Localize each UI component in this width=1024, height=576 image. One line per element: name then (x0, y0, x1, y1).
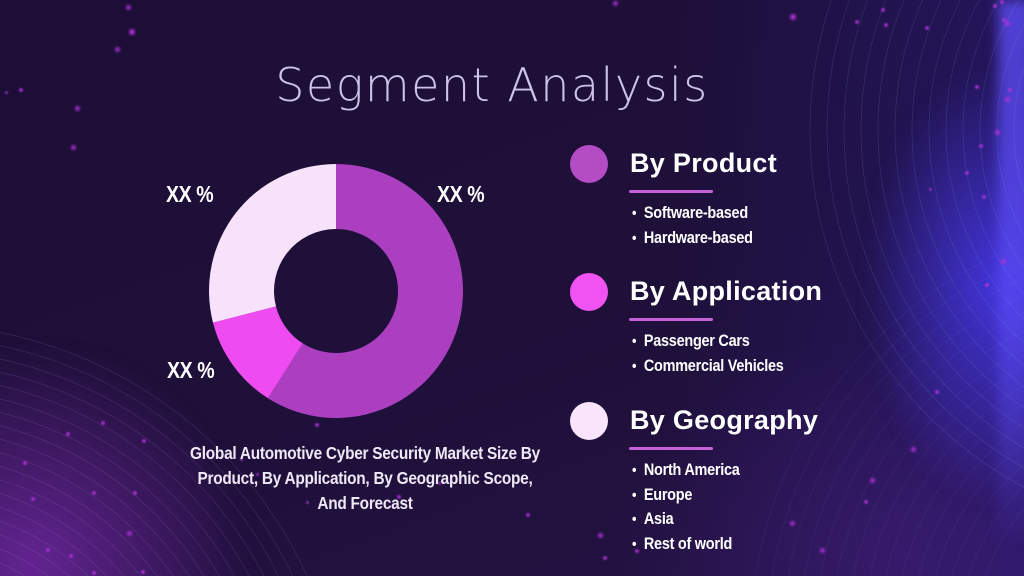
page-title: Segment Analysis (275, 58, 709, 112)
legend-dot-geography (570, 402, 608, 440)
caption-line: And Forecast (317, 493, 413, 513)
particle-dot (993, 4, 997, 8)
particle-dot (1000, 258, 1006, 264)
donut-segment-by-geography (209, 164, 336, 323)
particle-dot (142, 439, 146, 443)
particle-dot (994, 129, 1000, 135)
particle-dot (125, 4, 131, 10)
particle-dot (126, 530, 132, 536)
particle-dot (855, 20, 859, 24)
particle-dot (133, 491, 137, 495)
particle-dot (1002, 18, 1006, 22)
legend-dot-product (570, 145, 608, 183)
particle-dot (92, 491, 96, 495)
particle-dot (925, 26, 929, 30)
segment-label-application: XX % (167, 357, 215, 383)
legend-items-geography: North AmericaEuropeAsiaRest of world (632, 458, 759, 556)
particle-dot (31, 497, 35, 501)
particle-dot (66, 432, 70, 436)
particle-dot (819, 547, 825, 553)
particle-dot (881, 8, 885, 12)
particle-dot (70, 144, 76, 150)
particle-dot (114, 46, 120, 52)
donut-segment-by-product (267, 164, 463, 418)
legend-item: Software-based (632, 201, 753, 226)
particle-dot (603, 556, 607, 560)
segment-label-geography: XX % (166, 181, 214, 207)
legend-dot-application (570, 273, 608, 311)
caption-line: Global Automotive Cyber Security Market … (190, 443, 540, 463)
particle-dot (1004, 20, 1010, 26)
caption-line: Product, By Application, By Geographic S… (197, 468, 533, 488)
particle-dot (46, 548, 50, 552)
legend-item: Europe (632, 483, 740, 508)
legend-title-geography: By Geography (630, 405, 819, 435)
particle-dot (141, 570, 145, 574)
blue-edge-glow-decoration (998, 0, 1024, 540)
legend-item: Asia (632, 507, 740, 532)
particle-dot (884, 23, 888, 27)
donut-chart (209, 164, 463, 418)
legend-entry-geography: By Geography North AmericaEuropeAsiaRest… (570, 402, 990, 553)
particle-dot (129, 29, 135, 35)
particle-dot (597, 532, 603, 538)
particle-dot (92, 571, 96, 575)
legend-item: Passenger Cars (632, 329, 784, 354)
legend-underline (629, 190, 713, 193)
particle-dot (23, 461, 27, 465)
particle-dot (1004, 96, 1010, 102)
particle-dot (790, 14, 796, 20)
legend-items-application: Passenger CarsCommercial Vehicles (632, 329, 810, 378)
legend-item: Rest of world (632, 532, 740, 557)
legend-title-application: By Application (630, 276, 823, 306)
legend-entry-application: By Application Passenger CarsCommercial … (570, 273, 990, 393)
particle-dot (1000, 0, 1004, 4)
donut-segment-by-application (212, 306, 303, 399)
particle-dot (1008, 88, 1012, 92)
particle-dot (612, 0, 618, 6)
legend-item: North America (632, 458, 740, 483)
legend-underline (629, 447, 713, 450)
legend-title-product: By Product (630, 148, 778, 178)
legend-underline (629, 318, 713, 321)
segment-label-product: XX % (437, 181, 485, 207)
legend-item: Hardware-based (632, 226, 753, 251)
legend-items-product: Software-basedHardware-based (632, 201, 774, 250)
particle-dot (69, 554, 73, 558)
chart-caption: Global Automotive Cyber Security Market … (150, 441, 580, 516)
legend-item: Commercial Vehicles (632, 354, 784, 379)
legend-entry-product: By Product Software-basedHardware-based (570, 145, 990, 265)
particle-dot (101, 421, 105, 425)
